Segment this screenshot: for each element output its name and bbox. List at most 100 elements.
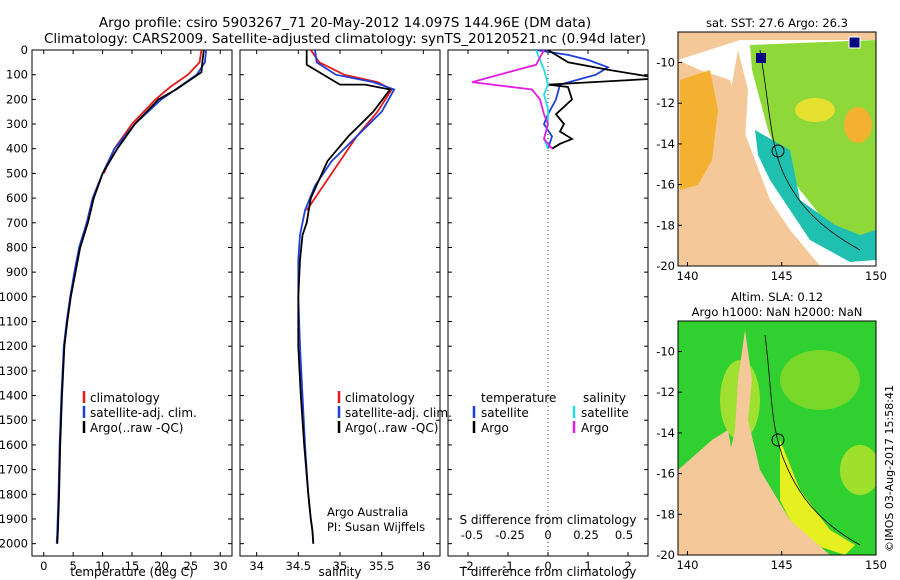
sst-map-axes: 140 145 150 -10 -12 -14 -16 -18 -20 <box>656 56 887 283</box>
y-tick-label: 1500 <box>0 413 28 427</box>
y-tick-label: 100 <box>6 68 28 82</box>
top-x-tick-label: -0.5 <box>461 528 483 542</box>
sla-map-axes: 140 145 150 -10 -12 -14 -16 -18 -20 <box>656 345 887 572</box>
map-y-tick-label: -14 <box>656 426 675 440</box>
x-tick-label: 10 <box>95 559 110 573</box>
y-tick-label: 800 <box>6 240 28 254</box>
sla-map-title2: Argo h1000: NaN h2000: NaN <box>692 305 863 319</box>
x-tick-label: 35 <box>333 559 348 573</box>
legend-label-temp-satellite: satellite <box>481 406 529 420</box>
salinity-x-axis: 34 34.5 35 35.5 36 <box>249 50 431 573</box>
y-tick-label: 2000 <box>0 537 28 551</box>
legend-heading-temperature: temperature <box>481 391 556 405</box>
legend-label-argo: Argo(..raw -QC) <box>90 421 183 435</box>
map-y-tick-label: -18 <box>656 507 675 521</box>
top-x-tick-label: -0.25 <box>495 528 525 542</box>
sla-green-patch <box>780 350 860 410</box>
sla-map <box>678 321 876 555</box>
y-tick-label: 1300 <box>0 364 28 378</box>
imos-timestamp: ©IMOS 03-Aug-2017 15:58:41 <box>883 385 896 552</box>
legend-label-climatology: climatology <box>345 391 415 405</box>
map-y-tick-label: -18 <box>656 218 675 232</box>
difference-series-temperature-argo <box>547 50 648 150</box>
legend-label-temp-argo: Argo <box>481 421 509 435</box>
y-tick-label: 1000 <box>0 290 28 304</box>
sst-argo-square <box>756 53 766 63</box>
x-tick-label: 0 <box>40 559 47 573</box>
x-tick-label: 0 <box>544 559 551 573</box>
sst-field-sea <box>750 40 876 240</box>
sst-cape-york <box>678 50 820 266</box>
y-tick-label: 1200 <box>0 339 28 353</box>
legend-heading-salinity: salinity <box>583 391 626 405</box>
y-tick-label: 1100 <box>0 315 28 329</box>
map-x-tick-label: 145 <box>771 558 793 572</box>
y-tick-label: 1900 <box>0 512 28 526</box>
temperature-series <box>55 50 207 544</box>
map-y-tick-label: -10 <box>656 56 675 70</box>
x-tick-label: 20 <box>154 559 169 573</box>
difference-top-xlabel: S difference from climatology <box>460 513 637 527</box>
salinity-series <box>297 50 396 544</box>
temperature-depth-axis: 0 100 200 300 400 500 600 700 800 900 1000 1100 1200… <box>0 43 648 551</box>
y-tick-label: 200 <box>6 92 28 106</box>
sst-cool-coastal <box>755 130 876 262</box>
legend-label-argo: Argo(..raw -QC) <box>345 421 438 435</box>
sla-map-title1: Altim. SLA: 0.12 <box>731 290 823 304</box>
sla-east-patch <box>840 445 876 495</box>
y-tick-label: 1400 <box>0 389 28 403</box>
top-x-tick-label: 0.5 <box>615 528 633 542</box>
map-x-tick-label: 150 <box>865 269 887 283</box>
x-tick-label: 1 <box>584 559 591 573</box>
credit-institute: Argo Australia <box>327 505 408 519</box>
legend-label-satellite: satellite-adj. clim. <box>345 406 452 420</box>
x-tick-label: 25 <box>184 559 199 573</box>
y-tick-label: 0 <box>21 43 28 57</box>
salinity-series-climatology <box>305 50 393 211</box>
sst-shelf-contour <box>759 49 861 251</box>
map-y-tick-label: -14 <box>656 137 675 151</box>
map-y-tick-label: -16 <box>656 178 675 192</box>
legend-label-sal-satellite: satellite <box>581 406 629 420</box>
sst-map-title: sat. SST: 27.6 Argo: 26.3 <box>706 16 848 30</box>
sla-cape-york <box>678 330 830 555</box>
salinity-panel-frame <box>239 49 441 557</box>
sst-argo-position <box>771 144 785 158</box>
temperature-xlabel: temperature (deg C) <box>70 565 193 579</box>
x-tick-label: 34 <box>249 559 264 573</box>
map-y-tick-label: -20 <box>656 548 675 562</box>
legend-label-satellite: satellite-adj. clim. <box>90 406 197 420</box>
map-y-tick-label: -12 <box>656 96 675 110</box>
temperature-legend: climatology satellite-adj. clim. Argo(..… <box>82 391 197 435</box>
sst-sat-square <box>848 36 861 49</box>
y-tick-label: 400 <box>6 142 28 156</box>
y-tick-label: 1600 <box>0 438 28 452</box>
y-tick-label: 900 <box>6 265 28 279</box>
y-tick-label: 500 <box>6 166 28 180</box>
y-tick-label: 300 <box>6 117 28 131</box>
map-y-tick-label: -20 <box>656 259 675 273</box>
salinity-series-argo-raw-qc <box>297 50 392 544</box>
sst-map-frame <box>677 31 877 267</box>
x-tick-label: 15 <box>125 559 140 573</box>
map-y-tick-label: -12 <box>656 385 675 399</box>
sla-yellow-coastal <box>780 440 855 555</box>
difference-legend: temperature satellite Argo salinity sate… <box>472 391 629 435</box>
map-y-tick-label: -10 <box>656 345 675 359</box>
x-tick-label: -2 <box>462 559 473 573</box>
figure-title-line2: Climatology: CARS2009. Satellite-adjuste… <box>44 31 646 47</box>
difference-series-salinity-argo <box>471 50 553 150</box>
sla-map-frame <box>677 320 877 556</box>
map-y-tick-label: -16 <box>656 467 675 481</box>
x-tick-label: 35.5 <box>369 559 395 573</box>
y-tick-label: 1700 <box>0 463 28 477</box>
map-x-tick-label: 140 <box>676 558 698 572</box>
sla-shelf-contour <box>764 334 861 546</box>
x-tick-label: -1 <box>502 559 513 573</box>
salinity-xlabel: salinity <box>318 565 361 579</box>
difference-xlabel: T difference from climatology <box>459 565 637 579</box>
y-tick-label: 600 <box>6 191 28 205</box>
x-tick-label: 36 <box>416 559 431 573</box>
y-tick-label: 700 <box>6 216 28 230</box>
